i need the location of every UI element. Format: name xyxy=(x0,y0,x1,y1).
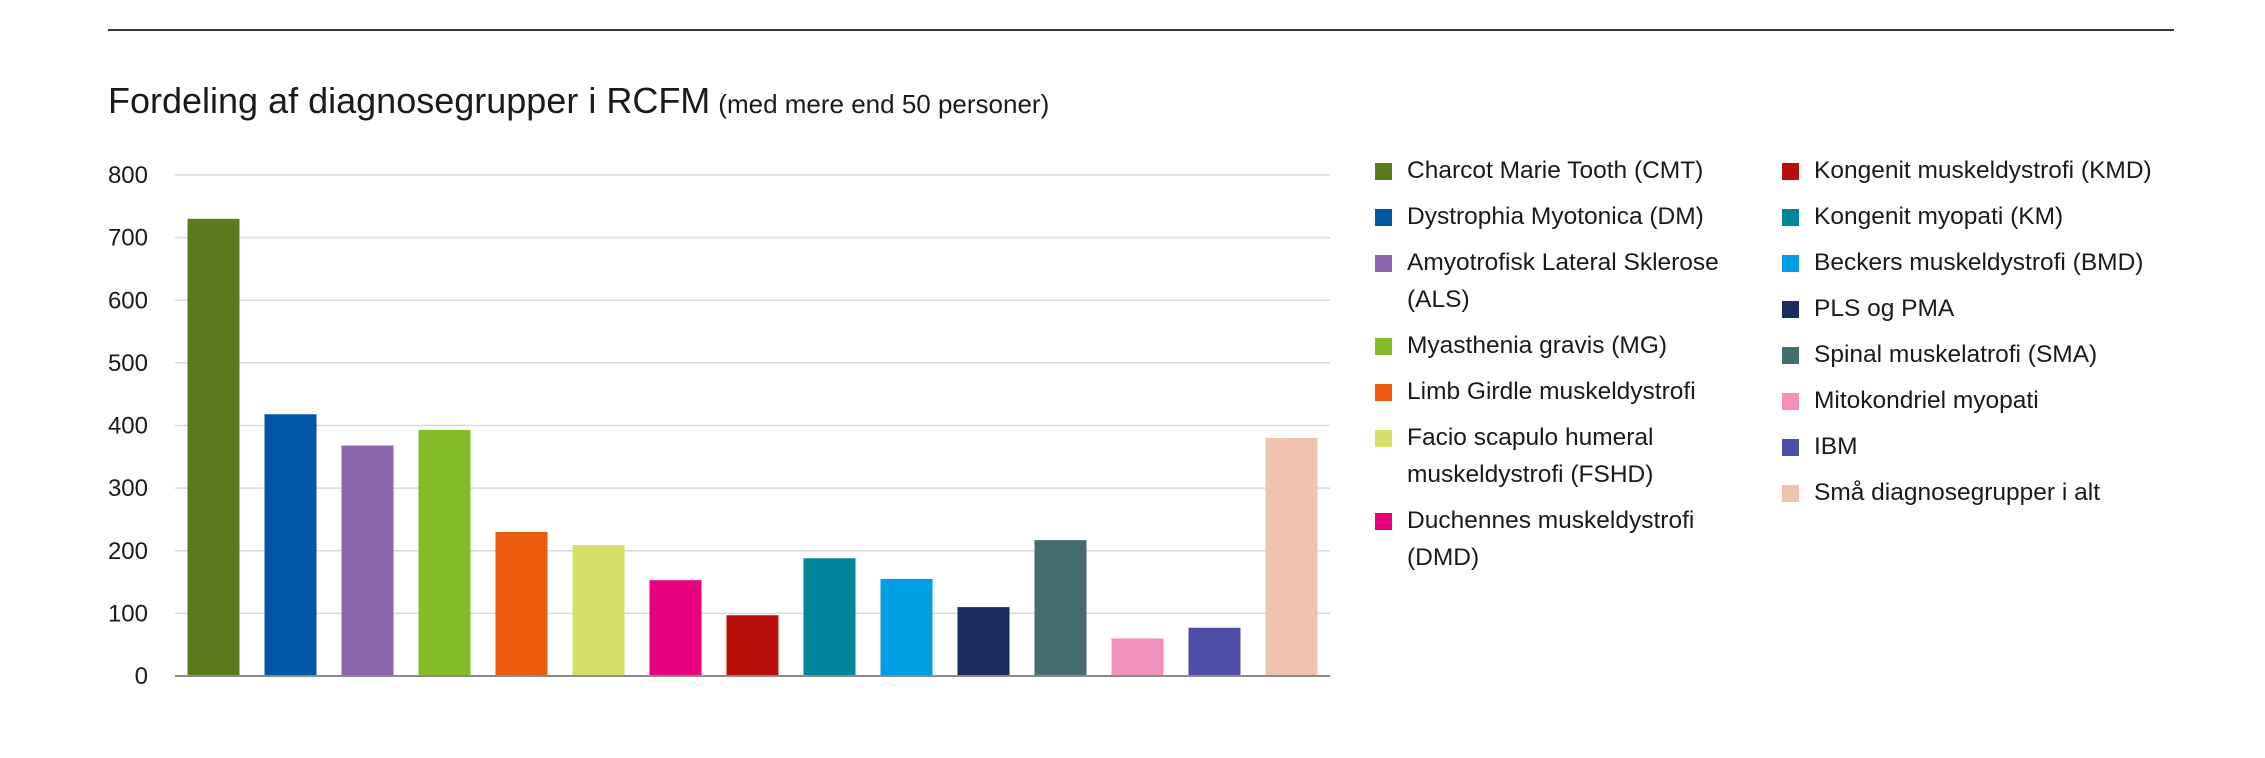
y-tick-label: 800 xyxy=(108,162,148,189)
legend-label: Mitokondriel myopati xyxy=(1814,387,2039,414)
legend-item: PLS og PMA xyxy=(1782,290,2154,327)
legend-swatch xyxy=(1375,209,1392,226)
bar xyxy=(1265,438,1318,676)
legend-item: Kongenit myopati (KM) xyxy=(1782,198,2154,235)
legend-item: Charcot Marie Tooth (CMT) xyxy=(1375,152,1747,189)
legend-label: Limb Girdle muskeldystrofi xyxy=(1407,378,1696,405)
legend-swatch xyxy=(1375,163,1392,180)
bar xyxy=(1111,638,1164,676)
y-tick-label: 600 xyxy=(108,287,148,314)
legend-item: Beckers muskeldystrofi (BMD) xyxy=(1782,244,2154,281)
legend-swatch xyxy=(1375,255,1392,272)
legend-label: Dystrophia Myotonica (DM) xyxy=(1407,203,1704,230)
legend-label: Beckers muskeldystrofi (BMD) xyxy=(1814,249,2144,276)
bar xyxy=(572,545,625,676)
legend-item: Mitokondriel myopati xyxy=(1782,382,2154,419)
legend-item: Små diagnosegrupper i alt xyxy=(1782,474,2154,511)
y-tick-label: 0 xyxy=(135,663,148,690)
legend-item: Amyotrofisk Lateral Sklerose (ALS) xyxy=(1375,244,1747,318)
bar xyxy=(495,531,548,676)
legend-item: IBM xyxy=(1782,428,2154,465)
legend-swatch xyxy=(1375,430,1392,447)
legend-swatch xyxy=(1375,384,1392,401)
legend-swatch xyxy=(1782,163,1799,180)
bar xyxy=(726,615,779,676)
y-tick-label: 400 xyxy=(108,413,148,440)
y-tick-label: 700 xyxy=(108,225,148,252)
y-tick-label: 100 xyxy=(108,600,148,627)
legend-label: IBM xyxy=(1814,433,1858,460)
legend-label: PLS og PMA xyxy=(1814,295,1955,322)
bar xyxy=(187,218,240,676)
legend-swatch xyxy=(1375,338,1392,355)
legend-column-left: Charcot Marie Tooth (CMT) Dystrophia Myot… xyxy=(1375,152,1747,585)
legend-label: Små diagnosegrupper i alt xyxy=(1814,479,2101,506)
y-tick-label: 500 xyxy=(108,350,148,377)
bar xyxy=(880,578,933,676)
chart-title: Fordeling af diagnosegrupper i RCFM xyxy=(108,80,711,121)
chart-title-row: Fordeling af diagnosegrupper i RCFM (med … xyxy=(108,80,1049,122)
bar xyxy=(264,414,317,676)
legend-swatch xyxy=(1375,513,1392,530)
bars xyxy=(187,218,1318,676)
legend-swatch xyxy=(1782,393,1799,410)
bar xyxy=(803,558,856,676)
bar xyxy=(649,580,702,676)
bar xyxy=(1188,627,1241,676)
top-rule xyxy=(108,29,2174,31)
y-tick-label: 200 xyxy=(108,538,148,565)
legend-label: Duchennes muskeldystrofi (DMD) xyxy=(1407,507,1695,571)
bar xyxy=(418,429,471,676)
legend-item: Myasthenia gravis (MG) xyxy=(1375,327,1747,364)
legend-label: Kongenit myopati (KM) xyxy=(1814,203,2064,230)
legend-label: Myasthenia gravis (MG) xyxy=(1407,332,1668,359)
legend-item: Kongenit muskeldystrofi (KMD) xyxy=(1782,152,2154,189)
legend-swatch xyxy=(1782,439,1799,456)
bar xyxy=(341,445,394,676)
legend-label: Kongenit muskeldystrofi (KMD) xyxy=(1814,157,2152,184)
y-axis-ticks: 0 100 200 300 400 500 600 700 800 xyxy=(108,162,148,690)
legend-label: Spinal muskelatrofi (SMA) xyxy=(1814,341,2098,368)
legend-swatch xyxy=(1782,485,1799,502)
chart-subtitle: (med mere end 50 personer) xyxy=(718,89,1050,119)
legend-item: Facio scapulo humeral muskeldystrofi (FS… xyxy=(1375,419,1747,493)
legend-swatch xyxy=(1782,209,1799,226)
legend-item: Dystrophia Myotonica (DM) xyxy=(1375,198,1747,235)
legend-swatch xyxy=(1782,347,1799,364)
legend-swatch xyxy=(1782,255,1799,272)
legend-swatch xyxy=(1782,301,1799,318)
legend-item: Duchennes muskeldystrofi (DMD) xyxy=(1375,502,1747,576)
bar xyxy=(1034,540,1087,676)
legend-item: Limb Girdle muskeldystrofi xyxy=(1375,373,1747,410)
legend-label: Facio scapulo humeral muskeldystrofi (FS… xyxy=(1407,424,1654,488)
legend-label: Charcot Marie Tooth (CMT) xyxy=(1407,157,1704,184)
legend-label: Amyotrofisk Lateral Sklerose (ALS) xyxy=(1407,249,1719,313)
bar xyxy=(957,607,1010,676)
legend-column-right: Kongenit muskeldystrofi (KMD) Kongenit my… xyxy=(1782,152,2154,520)
legend-item: Spinal muskelatrofi (SMA) xyxy=(1782,336,2154,373)
y-tick-label: 300 xyxy=(108,475,148,502)
